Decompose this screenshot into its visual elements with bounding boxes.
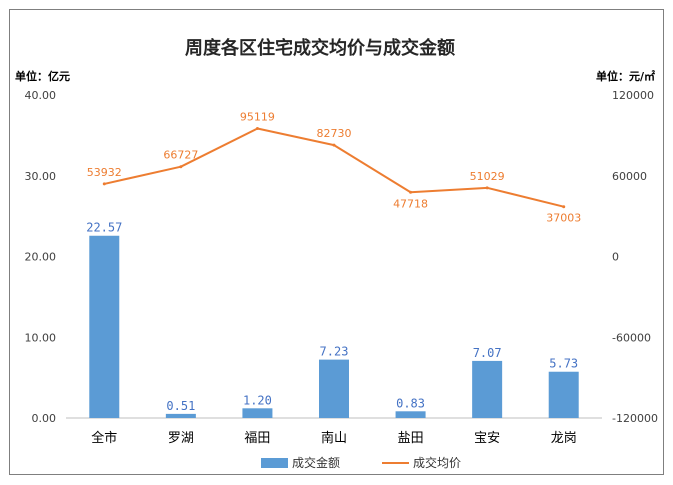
category-label: 南山 xyxy=(321,430,347,446)
left-axis-tick-label: 0.00 xyxy=(32,412,57,425)
line-point xyxy=(562,205,566,209)
right-axis-tick-label: 120000 xyxy=(612,89,654,102)
bar-value-label: 0.51 xyxy=(166,399,195,413)
line-value-label: 66727 xyxy=(163,149,198,162)
bar-value-label: 0.83 xyxy=(396,396,425,410)
line-point xyxy=(409,190,413,194)
legend-bar-label: 成交金额 xyxy=(292,455,340,470)
category-labels-group: 全市 罗湖 福田 南山 盐田 宝安 龙岗 xyxy=(91,430,576,446)
legend: 成交金额 成交均价 xyxy=(261,455,461,470)
chart-title: 周度各区住宅成交均价与成交金额 xyxy=(185,37,455,59)
bar xyxy=(319,359,349,418)
legend-line-label: 成交均价 xyxy=(413,455,461,470)
left-axis-tick-label: 30.00 xyxy=(25,170,57,183)
category-label: 罗湖 xyxy=(168,431,194,446)
line-point xyxy=(179,165,183,169)
category-label: 福田 xyxy=(244,431,270,446)
line-value-label: 37003 xyxy=(546,212,581,225)
right-axis-tick-label: 60000 xyxy=(612,170,647,183)
line-value-label: 51029 xyxy=(470,170,505,183)
line-value-label: 82730 xyxy=(317,127,352,140)
category-label: 全市 xyxy=(91,430,117,446)
bar xyxy=(89,235,120,418)
legend-bar-swatch xyxy=(261,458,288,468)
right-axis-unit-label: 单位：元/㎡ xyxy=(596,69,655,83)
left-axis-tick-label: 20.00 xyxy=(25,251,57,264)
bar-value-label: 5.73 xyxy=(549,357,578,371)
line-point xyxy=(255,126,259,130)
category-label: 宝安 xyxy=(474,431,500,446)
left-axis-tick-label: 40.00 xyxy=(25,89,57,102)
right-axis-tick-label: 0 xyxy=(612,251,619,264)
bar-series-group xyxy=(89,235,579,418)
line-point xyxy=(485,186,489,190)
right-axis-ticks: -120000 -60000 0 60000 120000 xyxy=(612,89,658,425)
line-value-label: 53932 xyxy=(87,166,122,179)
bar-labels-group: 22.57 0.51 1.20 7.23 0.83 7.07 5.73 xyxy=(86,221,578,413)
bar-value-label: 7.07 xyxy=(473,346,502,360)
line-value-label: 47718 xyxy=(393,197,428,210)
right-axis-tick-label: -60000 xyxy=(612,331,651,344)
category-label: 盐田 xyxy=(398,431,424,446)
line-value-label: 95119 xyxy=(240,110,275,123)
left-axis-ticks: 0.00 10.00 20.00 30.00 40.00 xyxy=(25,89,57,425)
bar-value-label: 7.23 xyxy=(320,345,349,359)
category-label: 龙岗 xyxy=(551,431,577,446)
bar xyxy=(242,408,273,418)
bar xyxy=(548,371,579,418)
right-axis-tick-label: -120000 xyxy=(612,412,658,425)
line-point xyxy=(332,143,336,147)
left-axis-unit-label: 单位：亿元 xyxy=(15,69,70,83)
bar-value-label: 1.20 xyxy=(243,393,272,407)
bar xyxy=(165,413,196,418)
bar xyxy=(472,360,503,418)
line-series-path xyxy=(104,127,564,208)
bar xyxy=(395,411,426,418)
line-series-group xyxy=(102,126,566,209)
left-axis-tick-label: 10.00 xyxy=(25,331,57,344)
line-point xyxy=(102,182,106,186)
line-labels-group: 53932 66727 95119 82730 47718 51029 37003 xyxy=(87,110,581,224)
bar-value-label: 22.57 xyxy=(86,221,122,235)
